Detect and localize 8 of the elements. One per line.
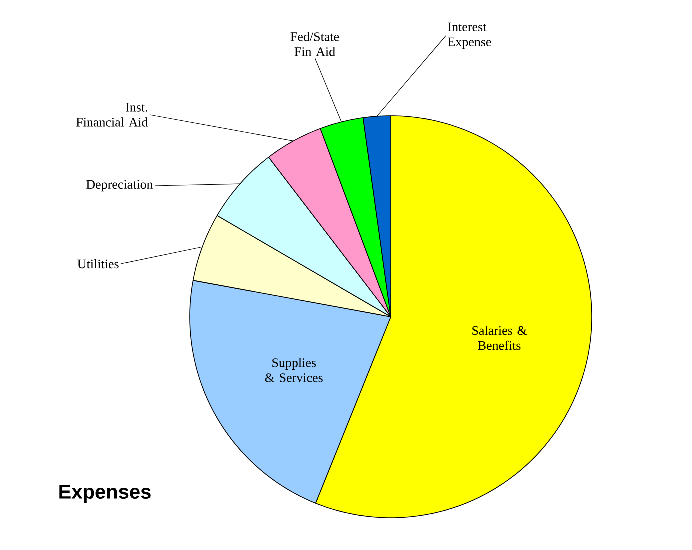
text: Expenses — [60, 485, 151, 503]
slice-label: Interest Expense — [448, 22, 492, 50]
slice-label: Utilities — [78, 259, 119, 269]
slice-label: Salaries & Benefits — [472, 326, 528, 350]
slice-label: Supplies & Services — [265, 358, 323, 382]
slice-label: Fed/State Fin Aid — [290, 32, 340, 56]
slice-label: Depreciation — [86, 180, 154, 192]
slice-label: Inst. Financial Aid — [76, 103, 148, 127]
